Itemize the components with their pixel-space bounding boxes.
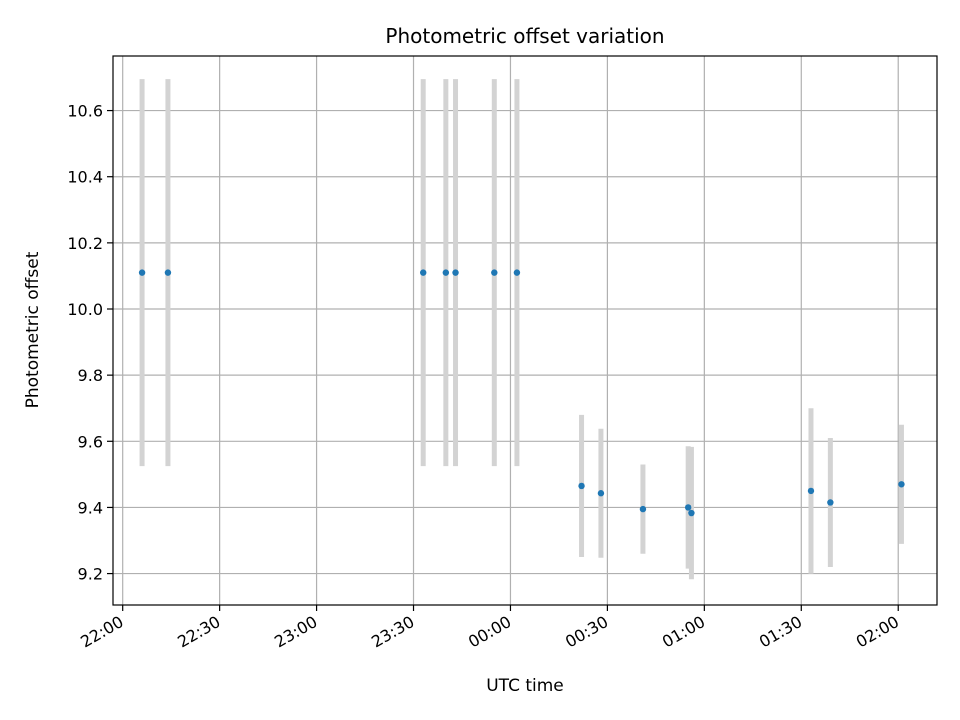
data-point (138, 269, 146, 276)
data-point (827, 499, 834, 506)
y-tick-label: 10.4 (67, 168, 103, 187)
y-tick-label: 9.2 (78, 565, 103, 584)
data-point (420, 269, 427, 276)
x-axis-title: UTC time (486, 676, 564, 696)
data-point (688, 509, 695, 517)
x-tick-label: 01:30 (756, 612, 805, 652)
data-point (164, 269, 172, 276)
y-tick-label: 9.4 (78, 498, 103, 517)
data-point (513, 269, 521, 276)
x-tick-label: 01:00 (659, 612, 708, 652)
data-point (639, 505, 647, 513)
data-point (491, 269, 498, 276)
chart-title: Photometric offset variation (385, 24, 664, 48)
data-point (578, 482, 585, 490)
axis-ticks: 22:00 22:30 23:00 23:30 00:00 00:30 01:00 01:30… (67, 102, 902, 652)
y-tick-label: 10.0 (67, 300, 103, 319)
data-point (807, 487, 815, 495)
y-axis-title: Photometric offset (23, 251, 43, 408)
data-point (442, 269, 450, 276)
x-tick-label: 00:00 (465, 612, 514, 652)
x-tick-label: 23:00 (271, 612, 320, 652)
plot-frame (112, 55, 938, 606)
y-tick-label: 9.6 (78, 432, 103, 451)
data-point (452, 269, 459, 276)
x-tick-label: 23:30 (368, 612, 417, 652)
y-tick-label: 10.2 (67, 234, 103, 253)
x-tick-label: 22:00 (77, 612, 126, 652)
data-points (138, 269, 905, 517)
grid (113, 56, 937, 605)
data-point (597, 490, 605, 497)
x-tick-label: 22:30 (174, 612, 223, 652)
data-point (898, 481, 905, 488)
y-tick-label: 9.8 (78, 366, 103, 385)
x-tick-label: 02:00 (853, 612, 902, 652)
y-tick-label: 10.6 (67, 102, 103, 121)
errorbars (139, 79, 904, 580)
data-point (684, 504, 692, 511)
x-tick-label: 00:30 (562, 612, 611, 652)
